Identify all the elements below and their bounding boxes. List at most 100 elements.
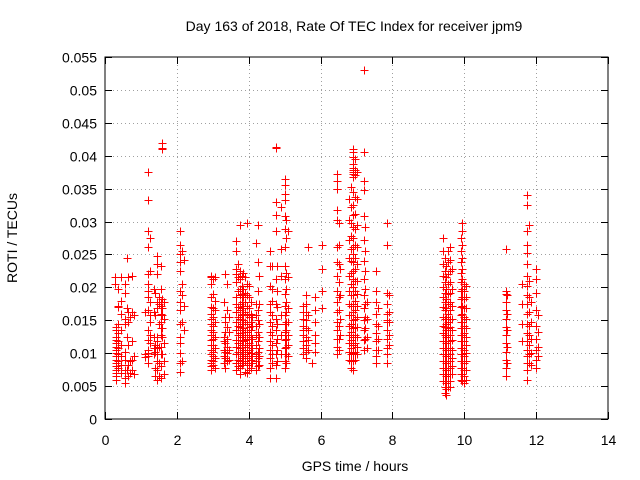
data-point xyxy=(336,291,345,300)
data-point xyxy=(525,277,534,286)
data-point xyxy=(349,357,358,366)
data-point xyxy=(444,324,453,333)
data-point xyxy=(302,300,311,309)
data-point xyxy=(268,322,277,331)
data-point xyxy=(211,344,220,353)
data-point xyxy=(160,298,169,307)
data-point xyxy=(254,328,263,337)
data-point xyxy=(144,352,153,361)
data-point xyxy=(282,335,291,344)
data-point xyxy=(243,280,252,289)
y-tick-label: 0.015 xyxy=(62,313,97,329)
y-tick-label: 0.025 xyxy=(62,247,97,263)
data-point xyxy=(123,254,132,263)
data-point xyxy=(360,257,369,266)
data-point xyxy=(247,333,256,342)
data-point xyxy=(153,260,162,269)
data-point xyxy=(351,210,360,219)
data-point xyxy=(254,362,263,371)
x-tick-label: 8 xyxy=(389,432,397,448)
data-point xyxy=(523,272,532,281)
data-point xyxy=(333,326,342,335)
data-point xyxy=(284,352,293,361)
data-point xyxy=(176,298,185,307)
data-point xyxy=(176,320,185,329)
data-point xyxy=(335,260,344,269)
data-point xyxy=(372,359,381,368)
data-point xyxy=(318,265,327,274)
data-point xyxy=(126,357,135,366)
data-point xyxy=(252,239,261,248)
data-point xyxy=(502,245,511,254)
data-point xyxy=(503,359,512,368)
data-point xyxy=(268,311,277,320)
data-point xyxy=(255,333,264,342)
data-point xyxy=(302,291,311,300)
data-point xyxy=(128,337,137,346)
data-point xyxy=(336,331,345,340)
data-point xyxy=(243,291,252,300)
data-point xyxy=(525,221,534,230)
data-point xyxy=(525,293,534,302)
data-point xyxy=(462,282,471,291)
data-point xyxy=(372,287,381,296)
data-point xyxy=(360,177,369,186)
data-point xyxy=(273,335,282,344)
data-point xyxy=(302,324,311,333)
data-point xyxy=(457,234,466,243)
data-point xyxy=(241,273,250,282)
data-point xyxy=(248,313,257,322)
data-point xyxy=(374,346,383,355)
data-point xyxy=(158,350,167,359)
x-axis-label: GPS time / hours xyxy=(302,458,409,474)
data-point xyxy=(458,302,467,311)
data-point xyxy=(446,278,455,287)
data-point xyxy=(351,315,360,324)
data-point xyxy=(460,280,469,289)
data-point xyxy=(157,262,166,271)
data-point xyxy=(130,370,139,379)
data-point xyxy=(532,275,541,284)
data-point xyxy=(255,320,264,329)
data-point xyxy=(158,145,167,154)
data-point xyxy=(234,273,243,282)
y-tick-label: 0.035 xyxy=(62,182,97,198)
data-point xyxy=(349,250,358,259)
data-point xyxy=(254,337,263,346)
data-point xyxy=(158,324,167,333)
data-point xyxy=(383,335,392,344)
data-point xyxy=(448,315,457,324)
data-point xyxy=(458,241,467,250)
data-point xyxy=(349,258,358,267)
data-point xyxy=(225,356,234,365)
data-point xyxy=(462,341,471,350)
data-point xyxy=(114,320,123,329)
y-tick-label: 0.01 xyxy=(70,346,97,362)
data-point xyxy=(333,170,342,179)
data-point xyxy=(335,293,344,302)
data-point xyxy=(360,212,369,221)
data-point xyxy=(178,280,187,289)
data-point xyxy=(353,277,362,286)
data-point xyxy=(121,356,130,365)
data-point xyxy=(266,318,275,327)
data-point xyxy=(318,304,327,313)
data-point xyxy=(225,313,234,322)
data-point xyxy=(502,290,511,299)
data-point xyxy=(117,326,126,335)
data-point xyxy=(448,362,457,371)
data-point xyxy=(176,368,185,377)
data-point xyxy=(254,221,263,230)
data-point xyxy=(121,379,130,388)
data-point xyxy=(383,241,392,250)
data-point xyxy=(302,341,311,350)
data-point xyxy=(220,298,229,307)
data-point xyxy=(272,275,281,284)
data-point xyxy=(160,370,169,379)
data-point xyxy=(374,335,383,344)
data-point xyxy=(444,258,453,267)
data-point xyxy=(153,270,162,279)
data-point xyxy=(252,366,261,375)
data-point xyxy=(124,318,133,327)
data-point xyxy=(130,352,139,361)
